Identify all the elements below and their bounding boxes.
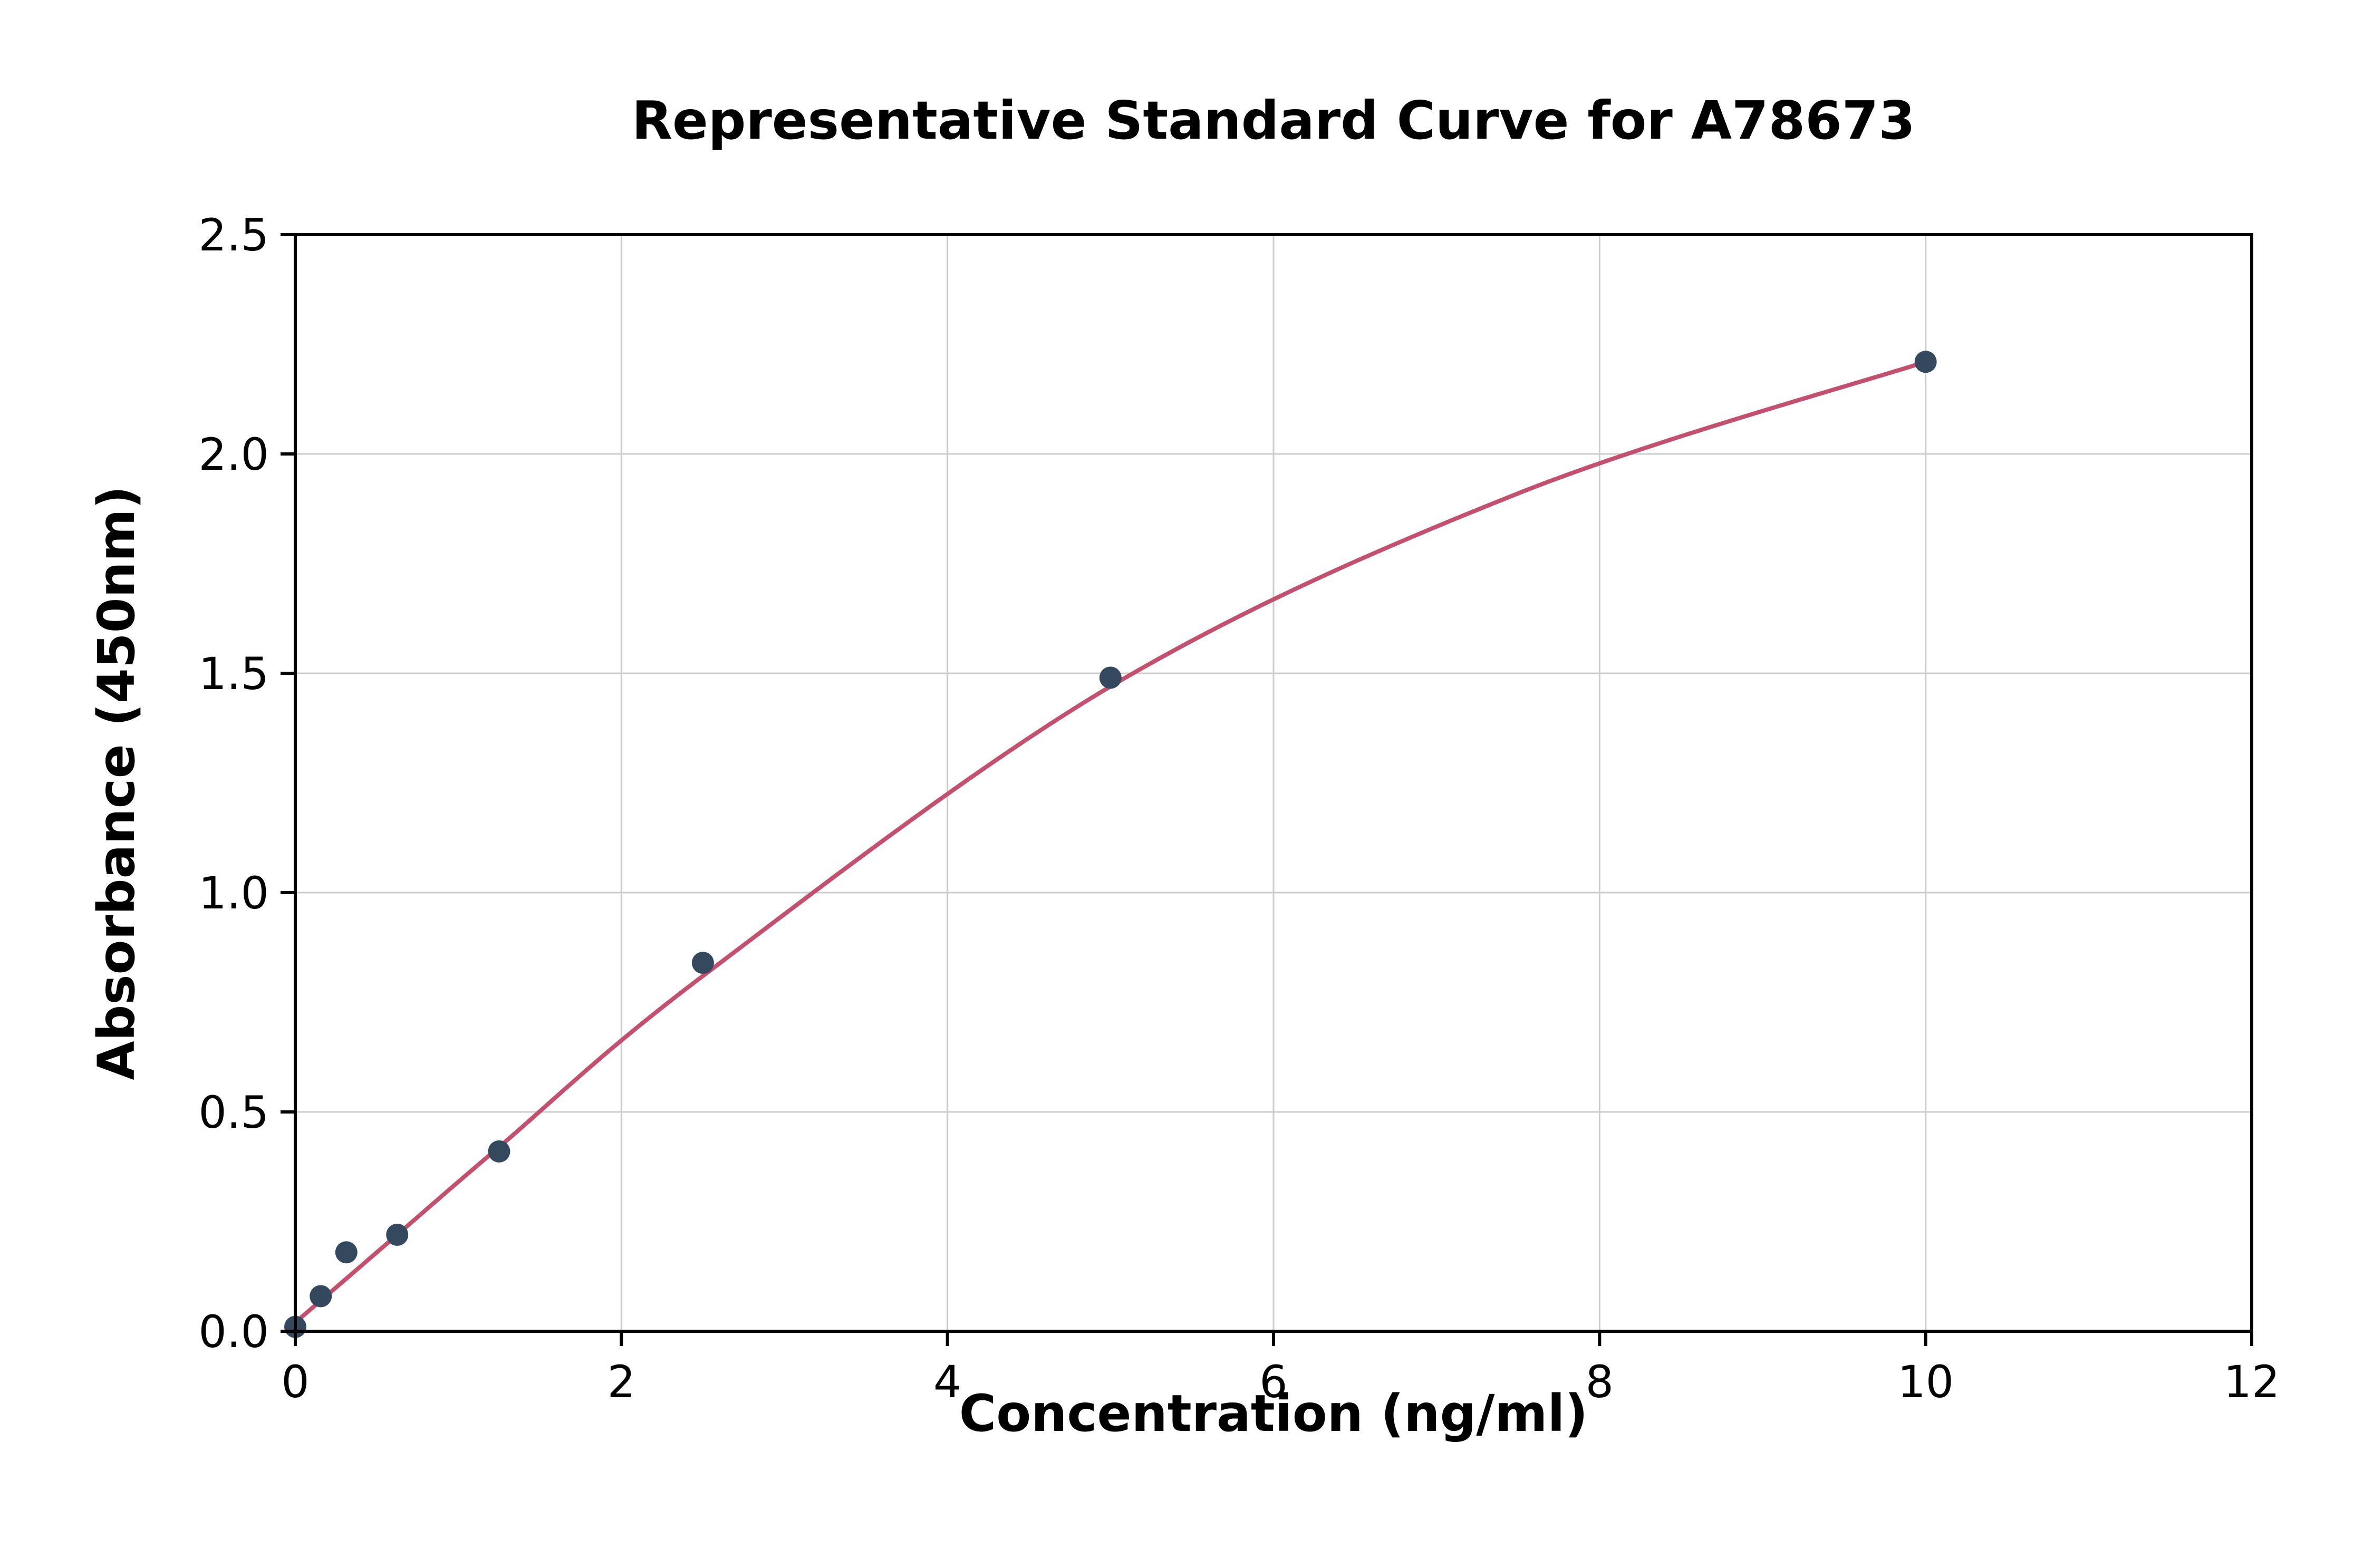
y-tick-label: 0.0 [198,1306,269,1358]
x-tick-label: 8 [1586,1356,1614,1408]
data-point [386,1223,409,1246]
x-tick-label: 6 [1259,1356,1287,1408]
data-point [1914,351,1937,373]
x-axis-title: Concentration (ng/ml) [959,1384,1588,1443]
y-tick-label: 2.5 [198,209,269,261]
x-tick-label: 12 [2224,1356,2280,1408]
data-point [1099,666,1122,689]
y-tick-label: 1.0 [198,867,269,919]
y-tick-label: 1.5 [198,648,269,700]
data-point [488,1140,510,1163]
y-tick-label: 2.0 [198,429,269,480]
data-point [335,1241,358,1264]
data-point [310,1285,332,1308]
x-tick-label: 2 [607,1356,635,1408]
fit-curve [293,360,1928,1325]
y-axis-title: Absorbance (450nm) [87,486,146,1080]
data-point [691,952,714,974]
y-tick-label: 0.5 [198,1087,269,1138]
chart-title: Representative Standard Curve for A78673 [632,90,1915,151]
x-tick-label: 4 [933,1356,961,1408]
x-tick-label: 0 [281,1356,309,1408]
x-tick-label: 10 [1897,1356,1954,1408]
